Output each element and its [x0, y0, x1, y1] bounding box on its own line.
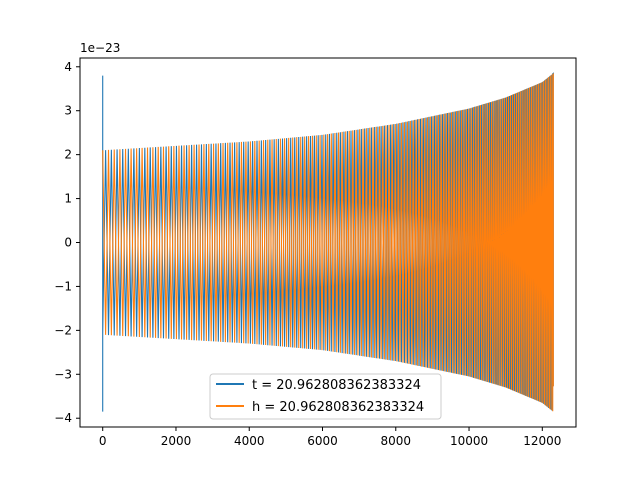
x-tick-label: 12000: [523, 434, 561, 448]
x-tick-label: 10000: [450, 434, 488, 448]
y-tick-label: −2: [54, 323, 72, 337]
legend: t = 20.962808362383324 h = 20.9628083623…: [209, 373, 442, 420]
y-tick-label: 1: [64, 192, 72, 206]
y-tick-label: 4: [64, 60, 72, 74]
x-tick-label: 4000: [234, 434, 265, 448]
legend-label-t: t = 20.962808362383324: [252, 378, 421, 393]
series-line-h: [102, 73, 554, 412]
x-axis: 0 2000 4000 6000 8000 10000 12000: [99, 427, 561, 448]
legend-box: [209, 373, 442, 420]
legend-label-h: h = 20.962808362383324: [252, 400, 424, 415]
x-tick-label: 0: [99, 434, 107, 448]
x-tick-label: 6000: [307, 434, 338, 448]
x-tick-label: 8000: [380, 434, 411, 448]
y-tick-label: 2: [64, 148, 72, 162]
series-layer: [102, 72, 554, 412]
y-tick-label: 0: [64, 236, 72, 250]
y-tick-label: −3: [54, 367, 72, 381]
x-tick-label: 2000: [161, 434, 192, 448]
y-offset-label: 1e−23: [80, 41, 120, 55]
y-tick-label: 3: [64, 104, 72, 118]
y-tick-label: −1: [54, 279, 72, 293]
y-tick-label: −4: [54, 411, 72, 425]
y-axis: −4 −3 −2 −1 0 1 2 3 4: [54, 60, 80, 425]
